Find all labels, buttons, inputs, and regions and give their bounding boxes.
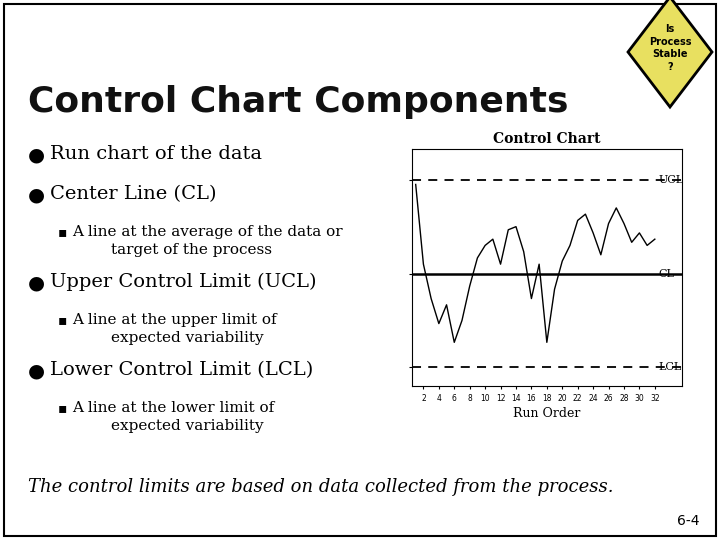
Text: ●: ● xyxy=(28,361,45,380)
Text: 6-4: 6-4 xyxy=(678,514,700,528)
X-axis label: Run Order: Run Order xyxy=(513,407,580,420)
Text: ●: ● xyxy=(28,145,45,164)
Polygon shape xyxy=(628,0,712,107)
Text: ▪: ▪ xyxy=(58,313,68,327)
Text: A line at the average of the data or
        target of the process: A line at the average of the data or tar… xyxy=(72,225,343,258)
Text: ●: ● xyxy=(28,185,45,204)
Text: Upper Control Limit (UCL): Upper Control Limit (UCL) xyxy=(50,273,317,291)
Text: Run chart of the data: Run chart of the data xyxy=(50,145,262,163)
Text: A line at the upper limit of
        expected variability: A line at the upper limit of expected va… xyxy=(72,313,276,346)
Text: ●: ● xyxy=(28,273,45,292)
Text: The control limits are based on data collected from the process.: The control limits are based on data col… xyxy=(28,478,613,496)
Text: Is
Process
Stable
?: Is Process Stable ? xyxy=(649,24,691,72)
Title: Control Chart: Control Chart xyxy=(493,132,600,146)
Text: Center Line (CL): Center Line (CL) xyxy=(50,185,217,203)
Text: ▪: ▪ xyxy=(58,225,68,239)
Text: Control Chart Components: Control Chart Components xyxy=(28,85,569,119)
Text: ▪: ▪ xyxy=(58,401,68,415)
Text: CL: CL xyxy=(659,268,675,279)
Text: Lower Control Limit (LCL): Lower Control Limit (LCL) xyxy=(50,361,313,379)
Text: A line at the lower limit of
        expected variability: A line at the lower limit of expected va… xyxy=(72,401,274,434)
Text: LCL: LCL xyxy=(659,362,682,373)
Text: UCL: UCL xyxy=(659,175,684,185)
